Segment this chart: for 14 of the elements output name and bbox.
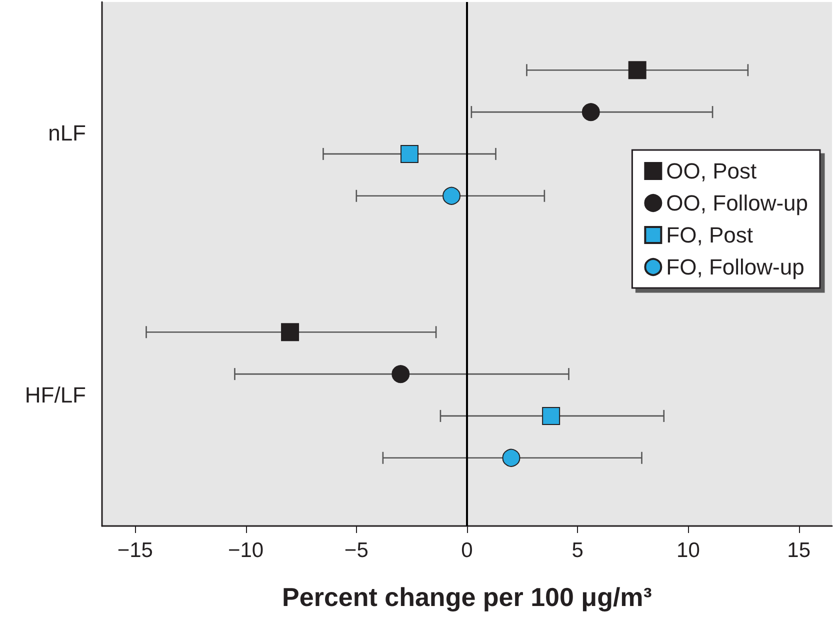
legend-label: FO, Post (666, 222, 753, 248)
legend-label: OO, Follow-up (666, 190, 808, 216)
x-tick-label: 15 (787, 539, 810, 562)
x-tick-label: 0 (461, 539, 473, 562)
x-tick-label: −10 (228, 539, 264, 562)
x-tick-label: 5 (572, 539, 584, 562)
x-tick-label: −5 (344, 539, 368, 562)
y-tick-label: nLF (48, 120, 86, 146)
legend-label: FO, Follow-up (666, 254, 804, 280)
y-tick-label: HF/LF (24, 382, 86, 408)
x-tick-label: −15 (117, 539, 153, 562)
legend-label: OO, Post (666, 158, 757, 184)
x-axis-title: Percent change per 100 μg/m³ (282, 582, 652, 612)
x-tick-label: 10 (676, 539, 700, 562)
